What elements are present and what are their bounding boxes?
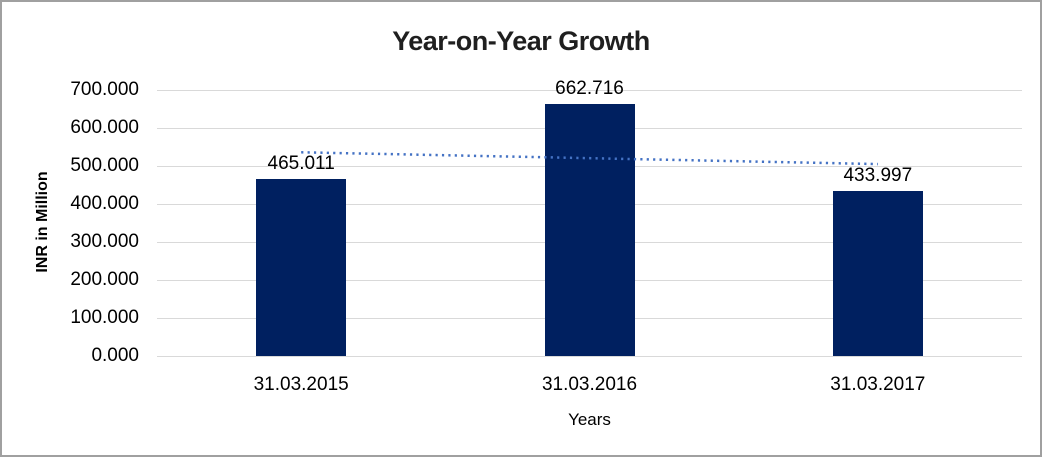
bar-data-label: 662.716 [555,78,624,100]
bar-31.03.2015[interactable] [256,179,347,356]
plot-area: 465.011 662.716 433.997 [157,78,1022,357]
trendline[interactable] [157,90,1022,356]
y-axis-title: INR in Million [34,171,51,273]
y-axis-tick-label: 0.000 [91,345,139,366]
y-axis-tick-label: 500.000 [70,155,139,176]
bar-data-label: 465.011 [267,153,335,175]
bar-data-label: 433.997 [843,165,913,187]
y-axis-tick-label: 300.000 [70,231,139,252]
bar-31.03.2016[interactable] [544,104,635,356]
chart-title: Year-on-Year Growth [392,26,650,56]
x-axis-tick-label: 31.03.2015 [253,374,349,395]
y-axis-tick-label: 200.000 [70,269,139,290]
trendline-line[interactable] [301,151,878,166]
y-axis-tick-label: 600.000 [70,117,139,138]
x-axis-tick-label: 31.03.2016 [541,374,638,395]
gridline [157,89,1022,91]
y-axis-tick-label: 100.000 [70,307,139,328]
y-axis-tick-label: 400.000 [70,193,139,214]
gridline [157,355,1022,357]
x-axis-tick-label: 31.03.2017 [830,374,926,395]
y-axis-tick-label: 700.000 [70,79,139,100]
x-axis-title: Years [568,410,611,429]
bar-31.03.2017[interactable] [832,191,923,356]
